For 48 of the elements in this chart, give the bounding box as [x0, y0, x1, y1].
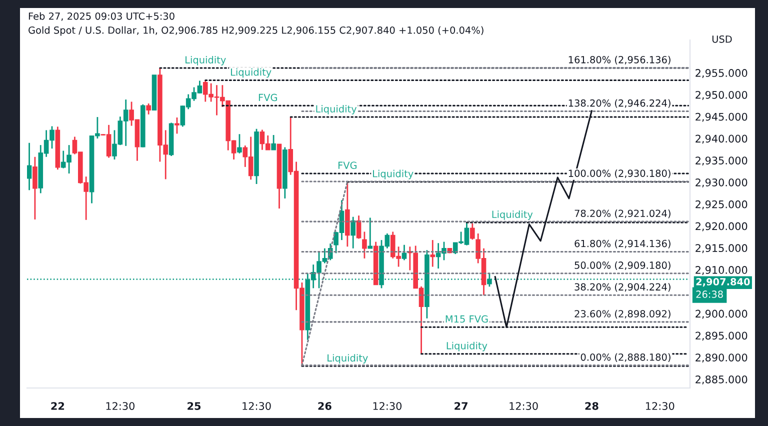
x-tick-label: 12:30	[646, 402, 674, 410]
series-label: 23.60% (2,898.092)	[574, 310, 670, 319]
y-tick-label: 2,895.000	[696, 332, 748, 341]
chart-subtitle: Gold Spot / U.S. Dollar, 1h, O2,906.785 H2,909.225 L2,906.155 C2,907.840 +1.050 (+0.04%)	[28, 26, 484, 36]
x-tick-label: 28	[585, 402, 598, 410]
y-tick-label: 2,940.000	[696, 134, 748, 144]
annotation: Liquidity	[328, 354, 368, 364]
x-tick-label: 22	[51, 402, 64, 410]
y-tick-label: 2,915.000	[696, 244, 748, 254]
series-label: 0.00% (2,888.180)	[580, 353, 670, 362]
series-label: 38.20% (2,904.224)	[574, 283, 670, 292]
series-label: 138.20% (2,946.224)	[568, 99, 670, 108]
x-tick-label: 12:30	[510, 402, 538, 410]
y-axis-title: USD	[712, 35, 732, 43]
x-tick-label: 12:30	[106, 402, 134, 410]
x-tick-label: 12:30	[373, 402, 402, 410]
y-tick-label: 2,930.000	[696, 178, 748, 188]
y-tick-label: 2,955.000	[696, 69, 748, 78]
x-tick-label: 27	[454, 402, 468, 410]
y-tick-label: 2,935.000	[696, 156, 748, 166]
x-tick-label: 25	[188, 402, 201, 410]
y-tick-label: 2,890.000	[696, 354, 748, 363]
y-tick-label: 2,910.000	[696, 266, 748, 275]
annotation: FVG	[258, 94, 277, 102]
y-tick-label: 2,920.000	[696, 222, 748, 232]
text: 26:38	[696, 290, 723, 298]
x-tick-label: 26	[318, 402, 332, 410]
annotation: FVG	[338, 162, 357, 169]
series-label: 61.80% (2,914.136)	[574, 240, 670, 248]
x-tick-label: 12:30	[242, 402, 271, 410]
y-tick-label: 2,945.000	[696, 112, 748, 122]
y-tick-label: 2,925.000	[696, 200, 748, 210]
annotation: Liquidity	[186, 56, 226, 66]
annotation: M15 FVG	[446, 315, 488, 323]
annotation: Liquidity	[446, 342, 488, 352]
y-tick-label: 2,900.000	[696, 310, 748, 319]
series-label: 50.00% (2,909.180)	[574, 261, 670, 270]
series-label: 100.00% (2,930.180)	[568, 169, 670, 178]
annotation: Liquidity	[316, 105, 357, 114]
chart-title: Feb 27, 2025 09:03 UTC+5:30	[28, 12, 174, 21]
annotation: Liquidity	[373, 170, 414, 180]
annotation: Liquidity	[231, 68, 272, 78]
annotation: Liquidity	[492, 210, 533, 220]
ref-line-label: 2,907.840	[696, 278, 750, 287]
y-tick-label: 2,885.000	[696, 375, 748, 384]
series-label: 78.20% (2,921.024)	[574, 210, 670, 218]
series-label: 161.80% (2,956.136)	[568, 56, 670, 64]
y-tick-label: 2,950.000	[696, 90, 748, 100]
